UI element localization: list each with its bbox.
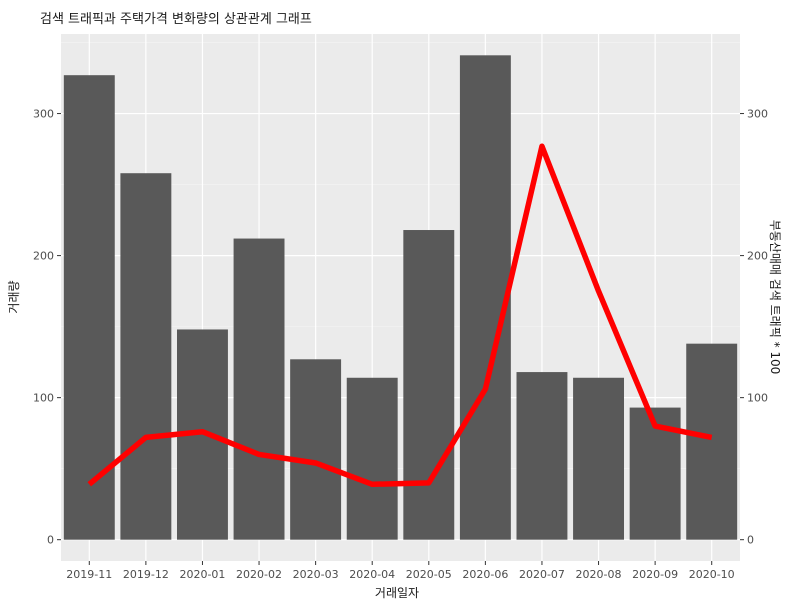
bar-2020-10	[686, 343, 738, 540]
x-tick-label: 2020-04	[349, 568, 395, 581]
x-tick-label: 2020-01	[179, 568, 225, 581]
x-tick-label: 2020-07	[519, 568, 565, 581]
line-series	[87, 143, 713, 488]
bar-2020-03	[290, 359, 342, 540]
y2-axis-title: 부동산매매 검색 트래픽 * 100	[768, 220, 782, 375]
bar-2019-12	[120, 173, 172, 540]
bar-2020-07	[516, 372, 568, 540]
y-tick-label: 300	[33, 108, 54, 121]
traffic-line	[87, 143, 713, 488]
x-tick-label: 2019-11	[66, 568, 112, 581]
y2-tick-label: 0	[747, 534, 754, 547]
bar-2020-02	[233, 238, 285, 540]
x-tick-label: 2020-05	[406, 568, 452, 581]
x-tick-label: 2019-12	[123, 568, 169, 581]
bar-2020-04	[346, 377, 398, 540]
x-tick-label: 2020-02	[236, 568, 282, 581]
x-tick-label: 2020-06	[462, 568, 508, 581]
bar-2020-08	[573, 377, 625, 540]
bar-2020-05	[403, 230, 455, 540]
bar-2019-11	[63, 75, 115, 540]
y2-tick-label: 200	[747, 250, 768, 263]
axes: 0 100 200 300 0 100 200 300 2019-11 2019-12 2020-0…	[33, 108, 768, 581]
y-axis-title: 거래량	[7, 280, 21, 313]
x-tick-label: 2020-10	[689, 568, 735, 581]
y-tick-label: 0	[47, 534, 54, 547]
x-tick-label: 2020-08	[576, 568, 622, 581]
x-axis-title: 거래일자	[375, 586, 419, 600]
y-tick-label: 100	[33, 392, 54, 405]
chart-title: 검색 트래픽과 주택가격 변화량의 상관관계 그래프	[40, 12, 312, 27]
y-tick-label: 200	[33, 250, 54, 263]
x-tick-label: 2020-03	[293, 568, 339, 581]
y2-tick-label: 100	[747, 392, 768, 405]
y2-tick-label: 300	[747, 108, 768, 121]
x-tick-label: 2020-09	[632, 568, 678, 581]
bar-2020-06	[459, 55, 511, 540]
plot-panel	[61, 34, 740, 561]
